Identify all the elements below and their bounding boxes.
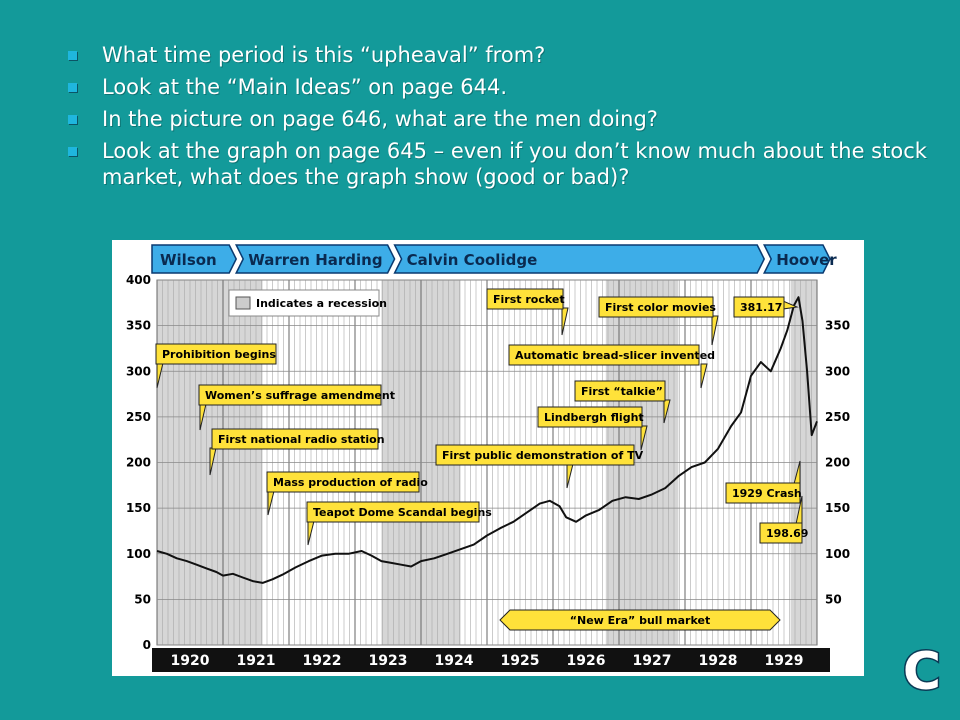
- president-term-segment: [393, 244, 766, 274]
- y-tick-label-left: 300: [126, 364, 151, 378]
- year-label: 1923: [369, 653, 408, 669]
- y-axis-ticks: 0 50 100 150 200 250 300 350 400 50 100 150 200 250 30…: [126, 273, 850, 652]
- annotation-callout: Mass production of radio: [266, 471, 428, 516]
- president-term-segment: [762, 244, 831, 274]
- president-term-segment: [234, 244, 396, 274]
- bullet-item: Look at the graph on page 645 – even if …: [68, 138, 938, 190]
- annotation-text: 1929 Crash: [732, 487, 802, 500]
- annotation-callout: Women’s suffrage amendment: [198, 384, 395, 431]
- year-label: 1922: [303, 653, 342, 669]
- annotation-text: First national radio station: [218, 433, 385, 446]
- annotation-callout: First national radio station: [209, 428, 385, 476]
- bullet-square-icon: [68, 147, 77, 156]
- annotation-text: Prohibition begins: [162, 348, 276, 361]
- year-label: 1926: [567, 653, 606, 669]
- annotation-callout: Teapot Dome Scandal begins: [306, 501, 492, 546]
- bullet-item: In the picture on page 646, what are the…: [68, 106, 938, 132]
- annotation-callout: Prohibition begins: [155, 343, 277, 389]
- annotation-text: Mass production of radio: [273, 476, 428, 489]
- president-name: Calvin Coolidge: [407, 251, 538, 269]
- y-tick-label-left: 100: [126, 547, 151, 561]
- annotation-text: Lindbergh flight: [544, 411, 644, 424]
- year-label: 1925: [501, 653, 540, 669]
- bullet-item: What time period is this “upheaval” from…: [68, 42, 938, 68]
- annotation-text: 198.69: [766, 527, 808, 540]
- bullet-text: Look at the graph on page 645 – even if …: [102, 139, 927, 189]
- bullet-text: In the picture on page 646, what are the…: [102, 107, 658, 131]
- y-tick-label-left: 250: [126, 410, 151, 424]
- y-tick-label-right: 200: [825, 456, 850, 470]
- annotation-callout: First “talkie”: [574, 380, 671, 424]
- annotation-text: First rocket: [493, 293, 565, 306]
- president-name: Wilson: [160, 251, 217, 269]
- y-tick-label-left: 50: [134, 592, 151, 606]
- year-label: 1920: [171, 653, 210, 669]
- y-tick-label-left: 150: [126, 501, 151, 515]
- annotation-text: “New Era” bull market: [570, 614, 710, 627]
- year-label: 1927: [633, 653, 672, 669]
- y-tick-label-left: 400: [126, 273, 151, 287]
- annotation-text: Teapot Dome Scandal begins: [313, 506, 492, 519]
- y-tick-label-right: 300: [825, 364, 850, 378]
- year-axis: 1920 1921 1922 1923 1924 1925 1926 1927 1928 1929: [152, 648, 830, 672]
- annotation-text: 381.17: [740, 301, 782, 314]
- bullet-list: What time period is this “upheaval” from…: [68, 42, 938, 196]
- annotation-callout: 1929 Crash: [725, 460, 802, 504]
- year-label: 1928: [699, 653, 738, 669]
- logo-letter: C: [903, 645, 941, 695]
- annotation-callout: 198.69: [759, 495, 808, 544]
- bullet-text: What time period is this “upheaval” from…: [102, 43, 546, 67]
- bullet-item: Look at the “Main Ideas” on page 644.: [68, 74, 938, 100]
- year-label: 1929: [765, 653, 804, 669]
- c-logo-icon: C: [901, 645, 942, 695]
- president-timeline: Wilson Warren Harding Calvin Coolidge Hoove…: [151, 244, 837, 274]
- y-tick-label-right: 350: [825, 319, 850, 333]
- stock-market-chart: Wilson Warren Harding Calvin Coolidge Hoove…: [112, 240, 864, 676]
- y-tick-label-right: 50: [825, 592, 842, 606]
- president-name: Hoover: [776, 251, 837, 269]
- bullet-square-icon: [68, 83, 77, 92]
- president-term-segment: [151, 244, 238, 274]
- chart-series: [156, 296, 818, 584]
- year-bar-background: [152, 648, 830, 672]
- bullet-square-icon: [68, 51, 77, 60]
- legend-text: Indicates a recession: [256, 297, 387, 310]
- recession-swatch-icon: [235, 296, 251, 310]
- y-tick-label-left: 350: [126, 319, 151, 333]
- bullet-square-icon: [68, 115, 77, 124]
- year-label: 1924: [435, 653, 474, 669]
- annotation-callout: First color movies: [598, 296, 719, 346]
- annotation-callout: Lindbergh flight: [537, 406, 648, 451]
- president-name: Warren Harding: [248, 251, 382, 269]
- annotation-callout: 381.17: [733, 296, 799, 318]
- bullet-text: Look at the “Main Ideas” on page 644.: [102, 75, 507, 99]
- series-line: [156, 296, 818, 584]
- y-tick-label-left: 200: [126, 456, 151, 470]
- annotation-callout: First public demonstration of TV: [435, 444, 644, 489]
- chart-grid: [156, 279, 818, 646]
- annotation-callout: “New Era” bull market: [499, 609, 781, 631]
- y-tick-label-right: 100: [825, 547, 850, 561]
- annotation-text: Automatic bread-slicer invented: [515, 349, 715, 362]
- annotation-text: First public demonstration of TV: [442, 449, 644, 462]
- chart-annotations: Prohibition begins Women’s suffrage amend…: [155, 288, 808, 631]
- y-tick-label-right: 150: [825, 501, 850, 515]
- annotation-callout: Automatic bread-slicer invented: [508, 344, 715, 389]
- chart-legend: Indicates a recession: [228, 289, 387, 317]
- year-label: 1921: [237, 653, 276, 669]
- annotation-text: First color movies: [605, 301, 716, 314]
- annotation-callout: First rocket: [486, 288, 569, 336]
- annotation-text: First “talkie”: [581, 385, 663, 398]
- y-tick-label-left: 0: [143, 638, 151, 652]
- y-tick-label-right: 250: [825, 410, 850, 424]
- annotation-text: Women’s suffrage amendment: [205, 389, 395, 402]
